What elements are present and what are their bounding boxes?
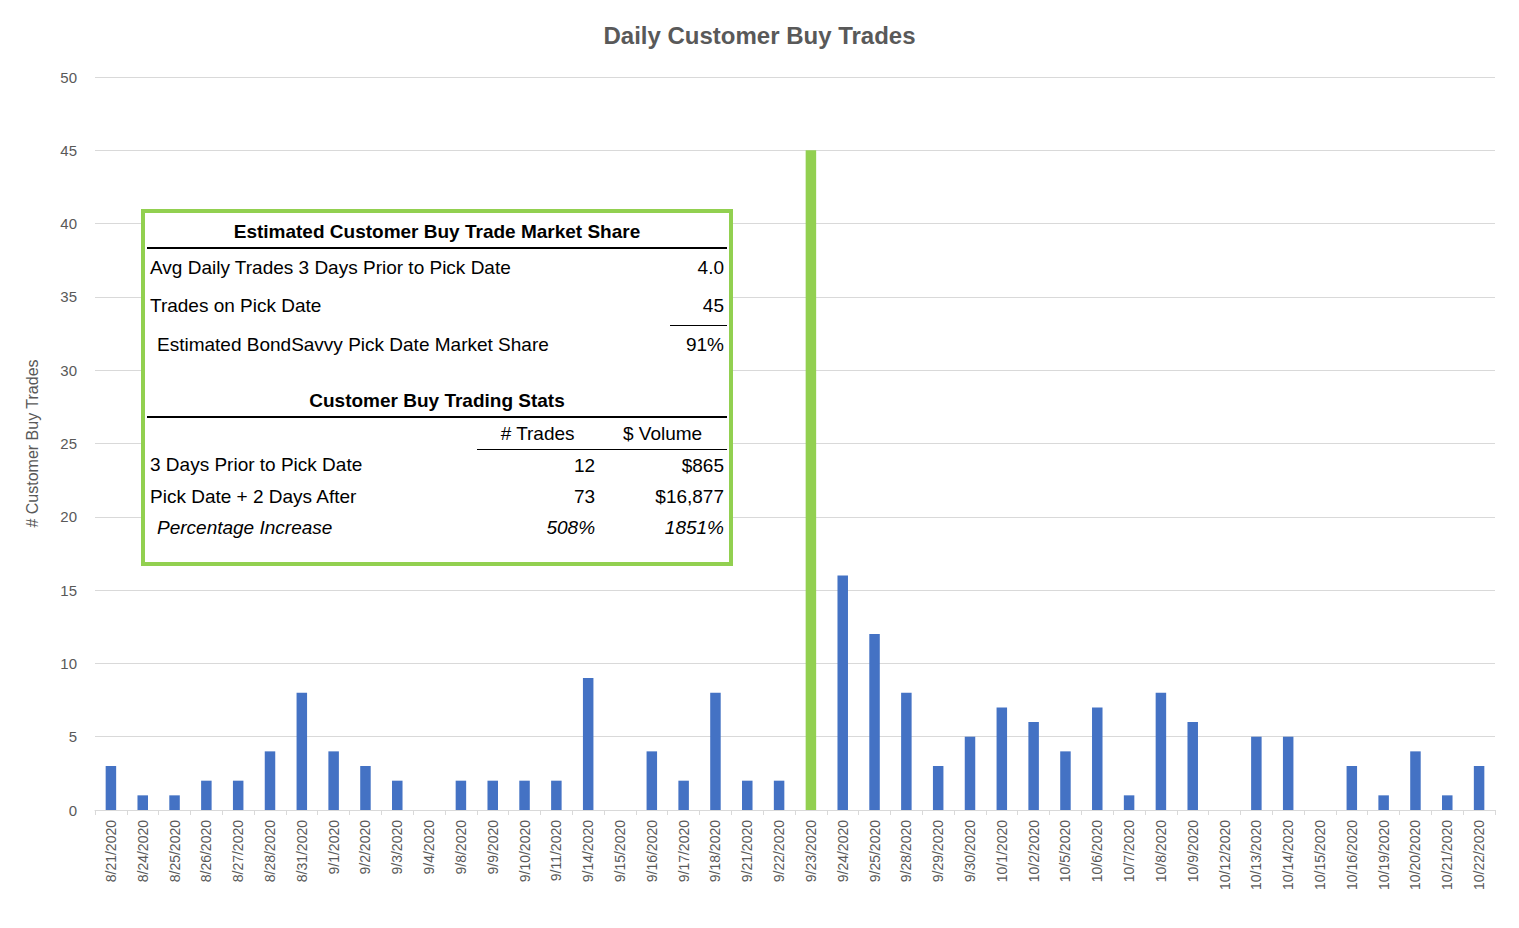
svg-text:8/31/2020: 8/31/2020 xyxy=(294,820,310,882)
html-text:$ Volume: $ Volume xyxy=(622,422,703,444)
svg-text:10/12/2020: 10/12/2020 xyxy=(1217,820,1233,890)
svg-text:9/30/2020: 9/30/2020 xyxy=(962,820,978,882)
svg-text:5: 5 xyxy=(69,728,77,745)
svg-text:9/25/2020: 9/25/2020 xyxy=(867,820,883,882)
svg-text:9/9/2020: 9/9/2020 xyxy=(485,820,501,875)
svg-text:10/8/2020: 10/8/2020 xyxy=(1153,820,1169,882)
svg-text:9/8/2020: 9/8/2020 xyxy=(453,820,469,875)
html-text:4.0: 4.0 xyxy=(697,257,724,278)
svg-text:9/22/2020: 9/22/2020 xyxy=(771,820,787,882)
html-text:Avg Daily Trades 3 Days Prior: Avg Daily Trades 3 Days Prior to Pick Da… xyxy=(150,257,511,278)
svg-text:9/15/2020: 9/15/2020 xyxy=(612,820,628,882)
svg-text:9/21/2020: 9/21/2020 xyxy=(739,820,755,882)
html-text:91%: 91% xyxy=(686,334,724,355)
svg-text:10/16/2020: 10/16/2020 xyxy=(1344,820,1360,890)
svg-text:10/7/2020: 10/7/2020 xyxy=(1121,820,1137,882)
svg-text:10/20/2020: 10/20/2020 xyxy=(1407,820,1423,890)
svg-text:9/29/2020: 9/29/2020 xyxy=(930,820,946,882)
html-text:508%: 508% xyxy=(546,516,595,538)
svg-text:9/11/2020: 9/11/2020 xyxy=(548,820,564,881)
html-text:Percentage Increase: Percentage Increase xyxy=(157,516,333,538)
svg-text:10: 10 xyxy=(60,655,77,672)
svg-text:9/16/2020: 9/16/2020 xyxy=(644,820,660,882)
svg-text:50: 50 xyxy=(60,69,77,86)
svg-text:9/4/2020: 9/4/2020 xyxy=(421,820,437,875)
svg-text:10/21/2020: 10/21/2020 xyxy=(1439,820,1455,890)
svg-text:10/13/2020: 10/13/2020 xyxy=(1248,820,1264,890)
svg-text:20: 20 xyxy=(60,508,77,525)
html-text:1851%: 1851% xyxy=(664,516,724,538)
svg-text:# Customer Buy Trades: # Customer Buy Trades xyxy=(24,359,41,527)
svg-text:9/24/2020: 9/24/2020 xyxy=(835,820,851,882)
svg-text:15: 15 xyxy=(60,582,77,599)
svg-text:Daily Customer Buy Trades: Daily Customer Buy Trades xyxy=(603,22,915,49)
html-text:Customer Buy Trading Stats: Customer Buy Trading Stats xyxy=(309,390,565,411)
svg-text:40: 40 xyxy=(60,215,77,232)
svg-text:8/21/2020: 8/21/2020 xyxy=(103,820,119,882)
svg-text:9/1/2020: 9/1/2020 xyxy=(326,820,342,875)
svg-text:10/1/2020: 10/1/2020 xyxy=(994,820,1010,882)
svg-text:10/22/2020: 10/22/2020 xyxy=(1471,820,1487,890)
svg-text:9/28/2020: 9/28/2020 xyxy=(898,820,914,882)
svg-text:10/19/2020: 10/19/2020 xyxy=(1376,820,1392,890)
html-text:3 Days Prior to Pick Date: 3 Days Prior to Pick Date xyxy=(150,454,363,476)
svg-text:10/15/2020: 10/15/2020 xyxy=(1312,820,1328,890)
html-text:Estimated BondSavvy Pick Date: Estimated BondSavvy Pick Date Market Sha… xyxy=(157,333,549,355)
html-text:12: 12 xyxy=(573,454,595,476)
html-text:Pick Date + 2 Days After: Pick Date + 2 Days After xyxy=(150,485,357,507)
svg-text:9/3/2020: 9/3/2020 xyxy=(389,820,405,875)
html-text:Trades on Pick Date: Trades on Pick Date xyxy=(150,295,322,317)
svg-text:8/28/2020: 8/28/2020 xyxy=(262,820,278,882)
svg-text:8/25/2020: 8/25/2020 xyxy=(167,820,183,882)
svg-text:10/5/2020: 10/5/2020 xyxy=(1057,820,1073,882)
html-text:73: 73 xyxy=(573,485,595,507)
svg-text:8/26/2020: 8/26/2020 xyxy=(198,820,214,882)
svg-text:9/2/2020: 9/2/2020 xyxy=(357,820,373,875)
svg-text:9/17/2020: 9/17/2020 xyxy=(676,820,692,882)
svg-text:10/2/2020: 10/2/2020 xyxy=(1026,820,1042,882)
html-text:$865: $865 xyxy=(681,454,724,476)
svg-text:9/14/2020: 9/14/2020 xyxy=(580,820,596,882)
svg-text:9/18/2020: 9/18/2020 xyxy=(707,820,723,882)
svg-text:9/10/2020: 9/10/2020 xyxy=(517,820,533,882)
html-text:Estimated Customer Buy Trade M: Estimated Customer Buy Trade Market Shar… xyxy=(233,221,641,242)
svg-text:10/6/2020: 10/6/2020 xyxy=(1089,820,1105,882)
html-text:# Trades: # Trades xyxy=(500,422,575,444)
svg-text:10/14/2020: 10/14/2020 xyxy=(1280,820,1296,890)
svg-text:45: 45 xyxy=(60,142,77,159)
svg-text:8/27/2020: 8/27/2020 xyxy=(230,820,246,882)
svg-text:25: 25 xyxy=(60,435,77,452)
html-text:$16,877: $16,877 xyxy=(655,485,724,507)
svg-text:8/24/2020: 8/24/2020 xyxy=(135,820,151,882)
svg-text:35: 35 xyxy=(60,288,77,305)
svg-text:10/9/2020: 10/9/2020 xyxy=(1185,820,1201,882)
svg-text:9/23/2020: 9/23/2020 xyxy=(803,820,819,882)
svg-text:0: 0 xyxy=(69,802,77,819)
svg-text:30: 30 xyxy=(60,362,77,379)
html-text:45: 45 xyxy=(702,295,724,316)
